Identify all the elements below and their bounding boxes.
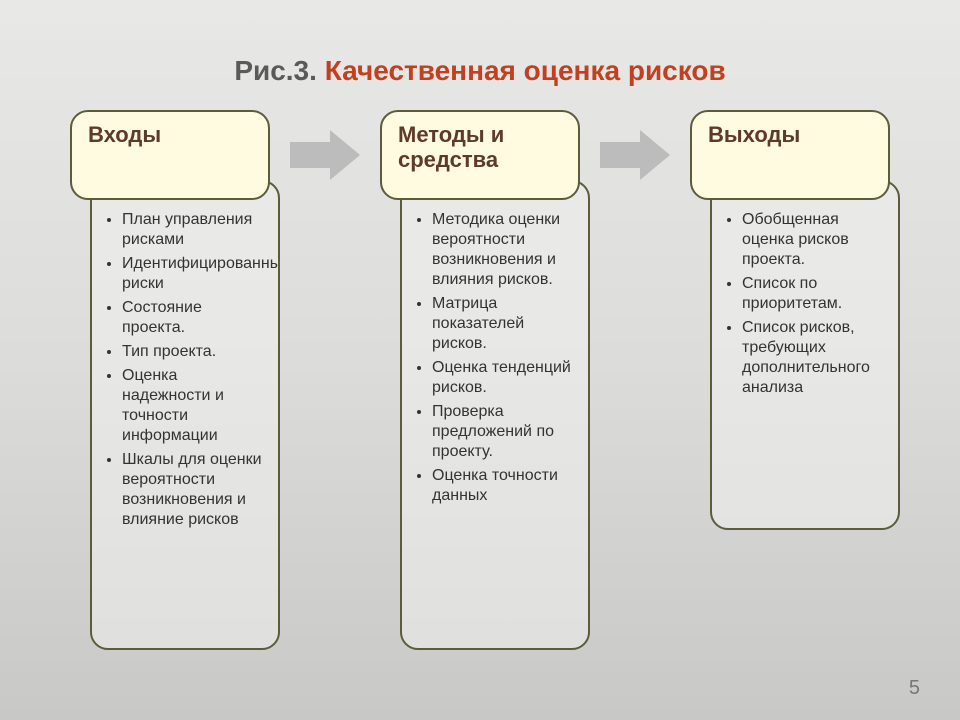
arrow-icon bbox=[600, 110, 670, 200]
column-header: Выходы bbox=[690, 110, 890, 200]
column-content: План управления рискамиИдентифицированны… bbox=[90, 180, 280, 650]
diagram-title: Рис.3. Качественная оценка рисков bbox=[0, 55, 960, 87]
list-item: Тип проекта. bbox=[122, 342, 266, 362]
page-number: 5 bbox=[909, 677, 920, 700]
title-prefix: Рис.3. bbox=[234, 55, 317, 86]
column: Методы и средства Методика оценки вероятн… bbox=[380, 110, 580, 650]
list-item: Матрица показателей рисков. bbox=[432, 294, 576, 354]
list-item: Идентифицированные риски bbox=[122, 254, 266, 294]
arrow-icon bbox=[290, 110, 360, 200]
column-header: Методы и средства bbox=[380, 110, 580, 200]
list-item: Оценка точности данных bbox=[432, 466, 576, 506]
column: ВыходыОбобщенная оценка рисков проекта.С… bbox=[690, 110, 890, 530]
columns-container: ВходыПлан управления рискамиИдентифициро… bbox=[70, 110, 890, 650]
list-item: Оценка тенденций рисков. bbox=[432, 358, 576, 398]
list-item: Состояние проекта. bbox=[122, 298, 266, 338]
column: Входы План управления рискамиИдентифициро… bbox=[70, 110, 270, 650]
list-item: Методика оценки вероятности возникновени… bbox=[432, 210, 576, 290]
list-item: Обобщенная оценка рисков проекта. bbox=[742, 210, 886, 270]
title-main: Качественная оценка рисков bbox=[325, 55, 726, 86]
column-content: Методика оценки вероятности возникновени… bbox=[400, 180, 590, 650]
list-item: Список по приоритетам. bbox=[742, 274, 886, 314]
list-item: Шкалы для оценки вероятности возникновен… bbox=[122, 450, 266, 530]
list-item: Список рисков, требующих дополнительного… bbox=[742, 318, 886, 398]
column-header: Входы bbox=[70, 110, 270, 200]
list-item: Оценка надежности и точности информации bbox=[122, 366, 266, 446]
list-item: План управления рисками bbox=[122, 210, 266, 250]
column-content: Обобщенная оценка рисков проекта.Список … bbox=[710, 180, 900, 530]
list-item: Проверка предложений по проекту. bbox=[432, 402, 576, 462]
